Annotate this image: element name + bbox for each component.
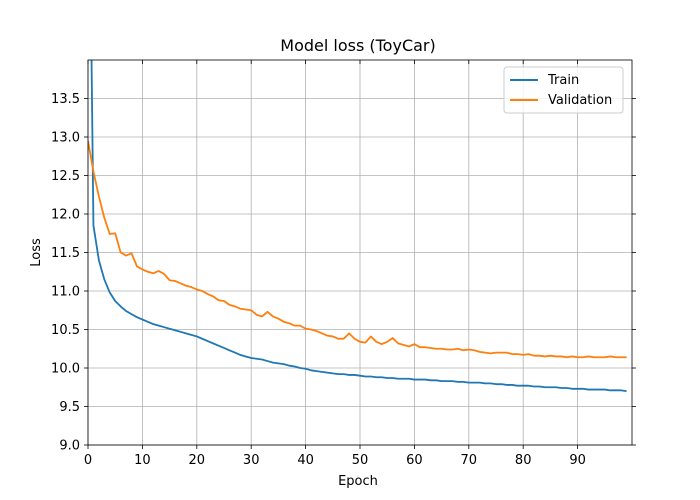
x-tick-label: 50 xyxy=(352,453,369,468)
x-tick-label: 10 xyxy=(134,453,151,468)
y-tick-label: 12.5 xyxy=(51,169,80,184)
tick-layer: 0 10 20 30 40 50 60 70 80 90 9.0 9.5 10.0 10.5 11.0 11.… xyxy=(51,60,636,468)
x-tick-label: 70 xyxy=(461,453,478,468)
y-tick-label: 10.0 xyxy=(51,362,80,377)
series-line-train xyxy=(90,60,627,392)
x-tick-label: 40 xyxy=(297,453,314,468)
legend-box xyxy=(503,66,624,114)
x-tick-label: 80 xyxy=(515,453,532,468)
series-line-validation xyxy=(88,140,627,359)
y-tick-label: 11.0 xyxy=(51,285,80,300)
y-tick-label: 9.5 xyxy=(59,400,80,415)
x-axis-label: Epoch xyxy=(338,474,378,489)
chart-title: Model loss (ToyCar) xyxy=(280,36,435,55)
y-tick-label: 11.5 xyxy=(51,246,80,261)
x-tick-label: 0 xyxy=(84,453,92,468)
y-axis-label: Loss xyxy=(29,238,44,267)
y-tick-label: 13.5 xyxy=(51,92,80,107)
x-tick-label: 30 xyxy=(243,453,260,468)
legend-label-validation: Validation xyxy=(548,93,612,108)
y-tick-label: 9.0 xyxy=(59,439,80,454)
legend: Train Validation xyxy=(503,66,624,114)
y-tick-label: 12.0 xyxy=(51,208,80,223)
y-tick-label: 13.0 xyxy=(51,131,80,146)
x-tick-label: 90 xyxy=(569,453,586,468)
legend-label-train: Train xyxy=(547,73,579,88)
series-layer xyxy=(88,60,627,392)
x-tick-label: 20 xyxy=(189,453,206,468)
x-tick-label: 60 xyxy=(406,453,423,468)
y-tick-label: 10.5 xyxy=(51,323,80,338)
